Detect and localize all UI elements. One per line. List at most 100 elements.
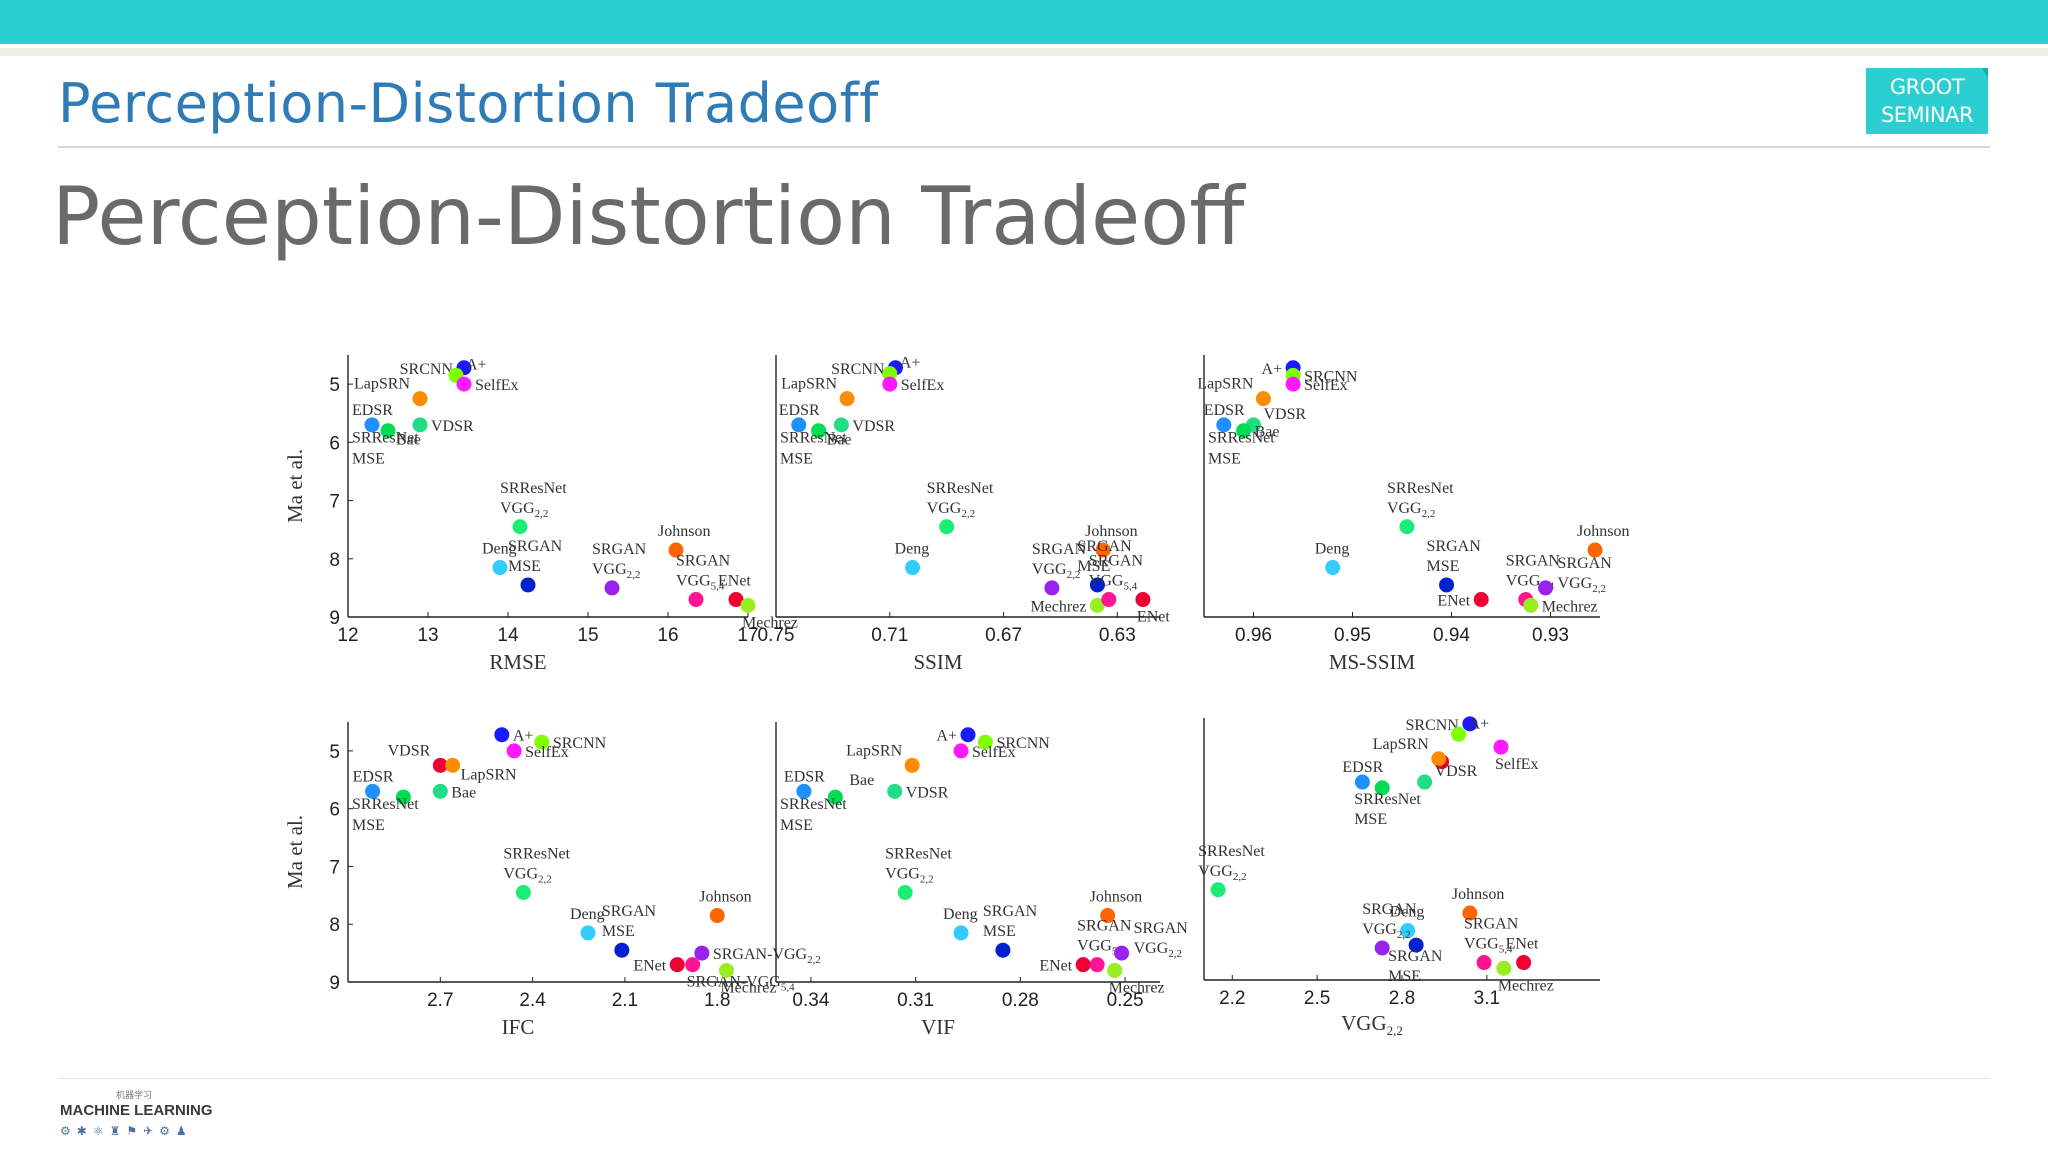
chart-5-xtick-label: 2.5 <box>1304 988 1330 1009</box>
chart-2-point-7 <box>1399 519 1415 535</box>
chart-3-point-1 <box>534 734 550 750</box>
chart-0-ytick-label: 7 <box>329 492 340 513</box>
chart-2-point-12 <box>1523 597 1539 613</box>
chart-0-point-label-11: Johnson <box>658 523 710 540</box>
chart-5-point-9 <box>1400 923 1416 939</box>
chart-1-point-label-10: Johnson <box>1085 523 1137 540</box>
chart-5-point-0 <box>1462 716 1478 732</box>
chart-2-xlabel: MS-SSIM <box>1329 650 1416 674</box>
chart-1-point-label-6: Bae <box>827 432 852 449</box>
chart-1-point-label-2: SelfEx <box>901 377 945 394</box>
chart-3-ytick-label: 7 <box>329 857 340 878</box>
chart-5-point-label-15: ENet <box>1506 936 1539 953</box>
chart-1-point-label-4: VDSR <box>852 418 895 435</box>
chart-4-point-label-5: EDSR <box>784 768 825 785</box>
chart-4-point-label-7-sub: VGG2,2 <box>885 865 933 885</box>
chart-0-point-3 <box>412 391 428 407</box>
chart-5-point-7 <box>1374 780 1390 796</box>
chart-3-xtick-label: 1.8 <box>704 990 730 1011</box>
chart-2-point-label-13: SRGAN <box>1558 555 1613 572</box>
chart-5-point-11 <box>1408 937 1424 953</box>
chart-0-xtick-label: 17 <box>737 625 758 646</box>
chart-4-point-label-11: ENet <box>1039 958 1072 975</box>
chart-3-point-label-10: SRGAN <box>602 903 657 920</box>
chart-5-point-label-10-sub: VGG2,2 <box>1362 921 1410 941</box>
chart-2-xtick-label: 0.93 <box>1532 625 1569 646</box>
chart-1-point-label-12: Mechrez <box>1030 598 1086 615</box>
chart-3-point-12 <box>694 945 710 961</box>
chart-3-xtick-label: 2.4 <box>519 990 546 1011</box>
chart-1-extra-label-0-sub: MSE <box>780 451 813 468</box>
chart-0-xtick-label: 12 <box>337 625 358 646</box>
chart-1-xtick-label: 0.63 <box>1099 625 1136 646</box>
chart-2-point-label-3: LapSRN <box>1197 376 1253 393</box>
chart-5-point-12 <box>1462 905 1478 921</box>
chart-0-point-11 <box>668 542 684 558</box>
header-divider <box>58 146 1990 148</box>
logo-hanzi: 机器学习 <box>116 1090 153 1100</box>
chart-4-point-label-6: Bae <box>849 772 874 789</box>
chart-1-point-label-8: Deng <box>895 541 930 558</box>
chart-1-point-8 <box>905 560 921 576</box>
chart-5-point-1 <box>1451 726 1467 742</box>
chart-0-point-label-2: SelfEx <box>475 377 519 394</box>
chart-0-point-label-4: VDSR <box>431 418 474 435</box>
chart-3-xlabel: IFC <box>502 1015 535 1039</box>
chart-5-point-label-1: A+ <box>1469 715 1490 732</box>
chart-4-point-13 <box>1107 962 1123 978</box>
chart-0-ylabel: Ma et al. <box>283 449 307 523</box>
chart-5-point-label-9: Deng <box>1390 904 1425 921</box>
chart-2-point-label-5: EDSR <box>1204 402 1245 419</box>
chart-3-point-label-15: Mechrez <box>720 979 776 996</box>
chart-4-point-label-4: VDSR <box>906 784 949 801</box>
chart-4-point-label-8: Deng <box>943 906 978 923</box>
chart-4-xtick-label: 0.28 <box>1002 990 1039 1011</box>
top-accent-bar <box>0 0 2048 44</box>
top-accent-stripe <box>0 48 2048 56</box>
chart-1-extra-label-0: SRResNet <box>780 430 847 447</box>
chart-3-point-8 <box>515 884 531 900</box>
chart-3-point-label-8: SRResNet <box>503 845 570 862</box>
chart-0-point-9 <box>520 577 536 593</box>
chart-2-xtick-label: 0.95 <box>1334 625 1371 646</box>
chart-4-point-11 <box>1075 957 1091 973</box>
chart-4-point-label-2: SelfEx <box>972 744 1016 761</box>
chart-0-point-label-5: EDSR <box>352 402 393 419</box>
chart-3-ylabel: Ma et al. <box>283 815 307 889</box>
chart-1-point-14 <box>1135 592 1151 608</box>
chart-1-point-label-9-sub: VGG2,2 <box>1032 561 1080 581</box>
chart-3-point-11 <box>709 908 725 924</box>
chart-3-point-15 <box>718 962 734 978</box>
chart-1-point-6 <box>811 423 827 439</box>
chart-3-point-14 <box>685 957 701 973</box>
badge-fold <box>1982 68 1988 78</box>
chart-4-point-label-12: SRGAN <box>1077 918 1132 935</box>
chart-3-point-label-11: Johnson <box>699 889 751 906</box>
chart-0-point-label-1: A+ <box>466 356 487 373</box>
chart-1-xtick-label: 0.71 <box>871 625 908 646</box>
badge-line-2: SEMINAR <box>1880 103 1974 127</box>
chart-1-point-label-13-sub: VGG5,4 <box>1089 573 1138 593</box>
chart-0-extra-label-0-sub: MSE <box>352 451 385 468</box>
chart-0-point-label-9: SRGAN <box>508 538 563 555</box>
machine-learning-logo: 机器学习 MACHINE LEARNING ⚙✱⚛♜⚑✈⚙♟ <box>60 1090 240 1144</box>
chart-5-point-label-6: EDSR <box>1342 759 1383 776</box>
chart-3-point-label-2: SelfEx <box>525 744 569 761</box>
chart-4-point-12 <box>1089 957 1105 973</box>
chart-0-point-label-6: Bae <box>396 432 421 449</box>
chart-5-point-label-5: VDSR <box>1435 763 1478 780</box>
chart-0-point-label-10: SRGAN <box>592 541 647 558</box>
chart-3-ytick-label: 5 <box>329 742 340 763</box>
chart-4-point-label-14-sub: VGG2,2 <box>1134 940 1182 960</box>
chart-1-point-label-11: SRGAN <box>1077 538 1132 555</box>
chart-5-point-4 <box>1431 751 1447 767</box>
chart-5-point-label-10: SRGAN <box>1362 901 1417 918</box>
chart-2-point-label-9: SRGAN <box>1427 538 1482 555</box>
chart-0-xtick-label: 15 <box>577 625 598 646</box>
chart-4-point-label-3: LapSRN <box>846 742 902 759</box>
chart-2-extra-label-0-sub: MSE <box>1208 451 1241 468</box>
chart-2-point-label-1: SRCNN <box>1304 368 1358 385</box>
chart-0-xtick-label: 13 <box>417 625 438 646</box>
chart-3-xtick-label: 2.7 <box>427 990 453 1011</box>
chart-0-xlabel: RMSE <box>489 650 546 674</box>
